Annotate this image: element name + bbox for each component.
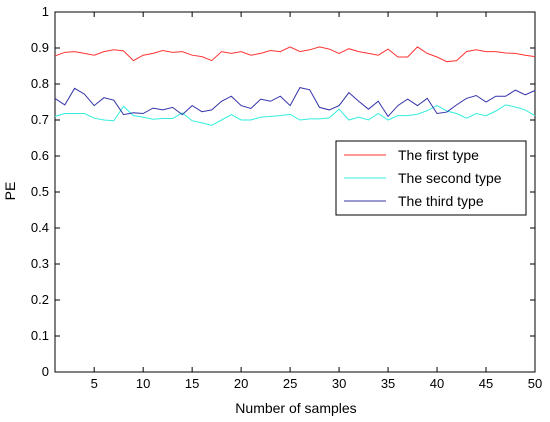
y-tick-label: 0 [42, 364, 49, 379]
x-tick-label: 15 [185, 376, 199, 391]
y-axis-ticks: 0 0.1 0.2 0.3 0.4 0.5 0.6 0.7 0.8 0.9 1 [31, 4, 535, 379]
x-axis-label: Number of samples [235, 400, 356, 416]
y-axis-label: PE [2, 182, 18, 201]
series-line-2 [54, 104, 536, 126]
y-tick-label: 0.8 [31, 76, 49, 91]
legend-label-1: The first type [398, 147, 479, 163]
y-tick-label: 0.3 [31, 256, 49, 271]
y-tick-label: 0.5 [31, 184, 49, 199]
x-tick-label: 10 [136, 376, 150, 391]
series-layer [54, 46, 536, 126]
legend-label-2: The second type [398, 170, 502, 186]
x-tick-label: 35 [381, 376, 395, 391]
y-tick-label: 0.2 [31, 292, 49, 307]
x-tick-label: 25 [283, 376, 297, 391]
y-tick-label: 0.7 [31, 112, 49, 127]
y-tick-label: 0.4 [31, 220, 49, 235]
x-tick-label: 40 [430, 376, 444, 391]
x-tick-label: 5 [91, 376, 98, 391]
legend: The first type The second type The third t… [335, 140, 527, 216]
x-tick-label: 50 [528, 376, 542, 391]
y-tick-label: 1 [42, 4, 49, 19]
y-tick-label: 0.9 [31, 40, 49, 55]
x-axis-ticks: 5 10 15 20 25 30 35 40 45 50 [91, 12, 542, 391]
x-tick-label: 20 [234, 376, 248, 391]
legend-label-3: The third type [398, 193, 484, 209]
x-tick-label: 45 [479, 376, 493, 391]
y-tick-label: 0.1 [31, 328, 49, 343]
y-tick-label: 0.6 [31, 148, 49, 163]
x-tick-label: 30 [332, 376, 346, 391]
series-line-3 [54, 87, 536, 118]
series-line-1 [54, 46, 536, 63]
